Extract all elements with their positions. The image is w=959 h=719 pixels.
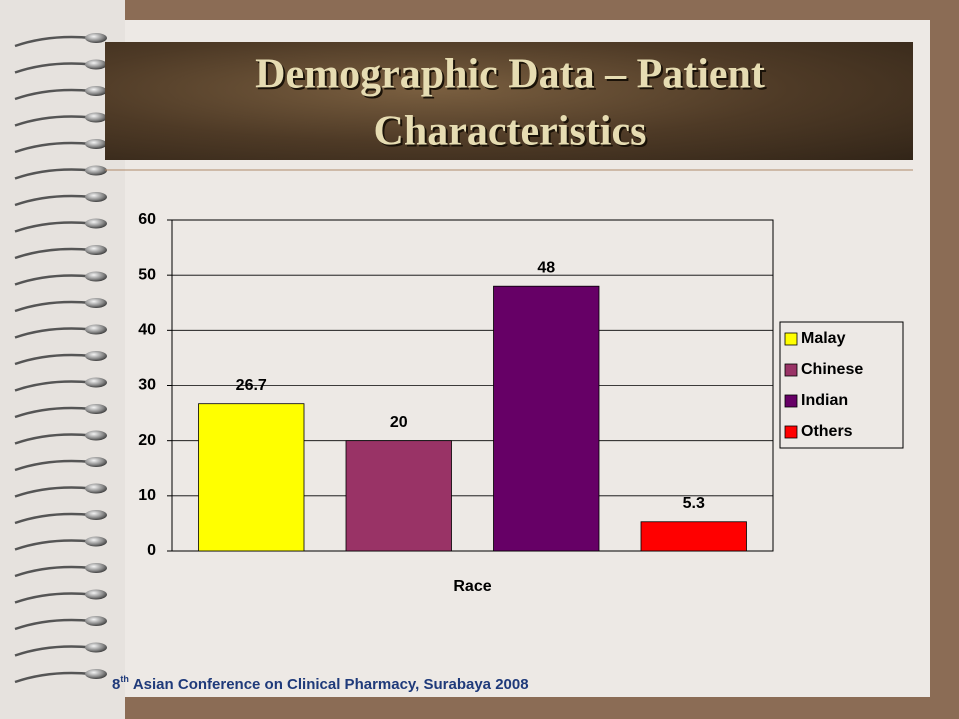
bar — [494, 286, 600, 551]
spiral-bead — [85, 404, 107, 414]
spiral-bead — [85, 325, 107, 335]
spiral-bead — [85, 113, 107, 123]
legend-label: Others — [801, 423, 853, 440]
value-label: 5.3 — [683, 495, 705, 512]
spiral-bead — [85, 378, 107, 388]
spiral-bead — [85, 192, 107, 202]
y-tick-label: 40 — [138, 322, 156, 339]
legend-label: Indian — [801, 392, 848, 409]
spiral-bead — [85, 669, 107, 679]
spiral-bead — [85, 245, 107, 255]
spiral-bead — [85, 351, 107, 361]
legend-swatch — [785, 333, 797, 345]
value-label: 48 — [537, 259, 555, 276]
legend-swatch — [785, 364, 797, 376]
legend-label: Chinese — [801, 361, 863, 378]
spiral-bead — [85, 272, 107, 282]
y-tick-label: 0 — [147, 542, 156, 559]
spiral-bead — [85, 86, 107, 96]
footer-text: Asian Conference on Clinical Pharmacy, S… — [133, 676, 529, 693]
y-tick-label: 30 — [138, 377, 156, 394]
footer-number: 8 — [112, 676, 120, 693]
spiral-bead — [85, 33, 107, 43]
footer-suffix: th — [120, 674, 129, 684]
spiral-bead — [85, 431, 107, 441]
spiral-bead — [85, 60, 107, 70]
y-tick-label: 10 — [138, 487, 156, 504]
spiral-bead — [85, 510, 107, 520]
spiral-bead — [85, 298, 107, 308]
spiral-bead — [85, 616, 107, 626]
bar — [346, 441, 452, 551]
y-tick-label: 20 — [138, 432, 156, 449]
spiral-bead — [85, 457, 107, 467]
spiral-bead — [85, 590, 107, 600]
legend-label: Malay — [801, 330, 846, 347]
page: Demographic Data – Patient Demographic D… — [0, 0, 959, 719]
bar — [199, 404, 305, 551]
bar — [641, 522, 747, 551]
y-tick-label: 50 — [138, 266, 156, 283]
spiral-bead — [85, 643, 107, 653]
spiral-bead — [85, 563, 107, 573]
value-label: 20 — [390, 414, 408, 431]
legend-swatch — [785, 395, 797, 407]
spiral-bead — [85, 219, 107, 229]
title-line: Demographic Data – Patient — [255, 52, 765, 98]
slide: Demographic Data – Patient Demographic D… — [0, 0, 959, 719]
footer: 8th Asian Conference on Clinical Pharmacy… — [112, 674, 529, 693]
spiral-bead — [85, 484, 107, 494]
title-line: Characteristics — [374, 109, 647, 155]
spiral-bead — [85, 166, 107, 176]
legend-swatch — [785, 426, 797, 438]
spiral-bead — [85, 139, 107, 149]
x-axis-label: Race — [453, 578, 491, 595]
spiral-bead — [85, 537, 107, 547]
value-label: 26.7 — [236, 377, 267, 394]
y-tick-label: 60 — [138, 211, 156, 228]
